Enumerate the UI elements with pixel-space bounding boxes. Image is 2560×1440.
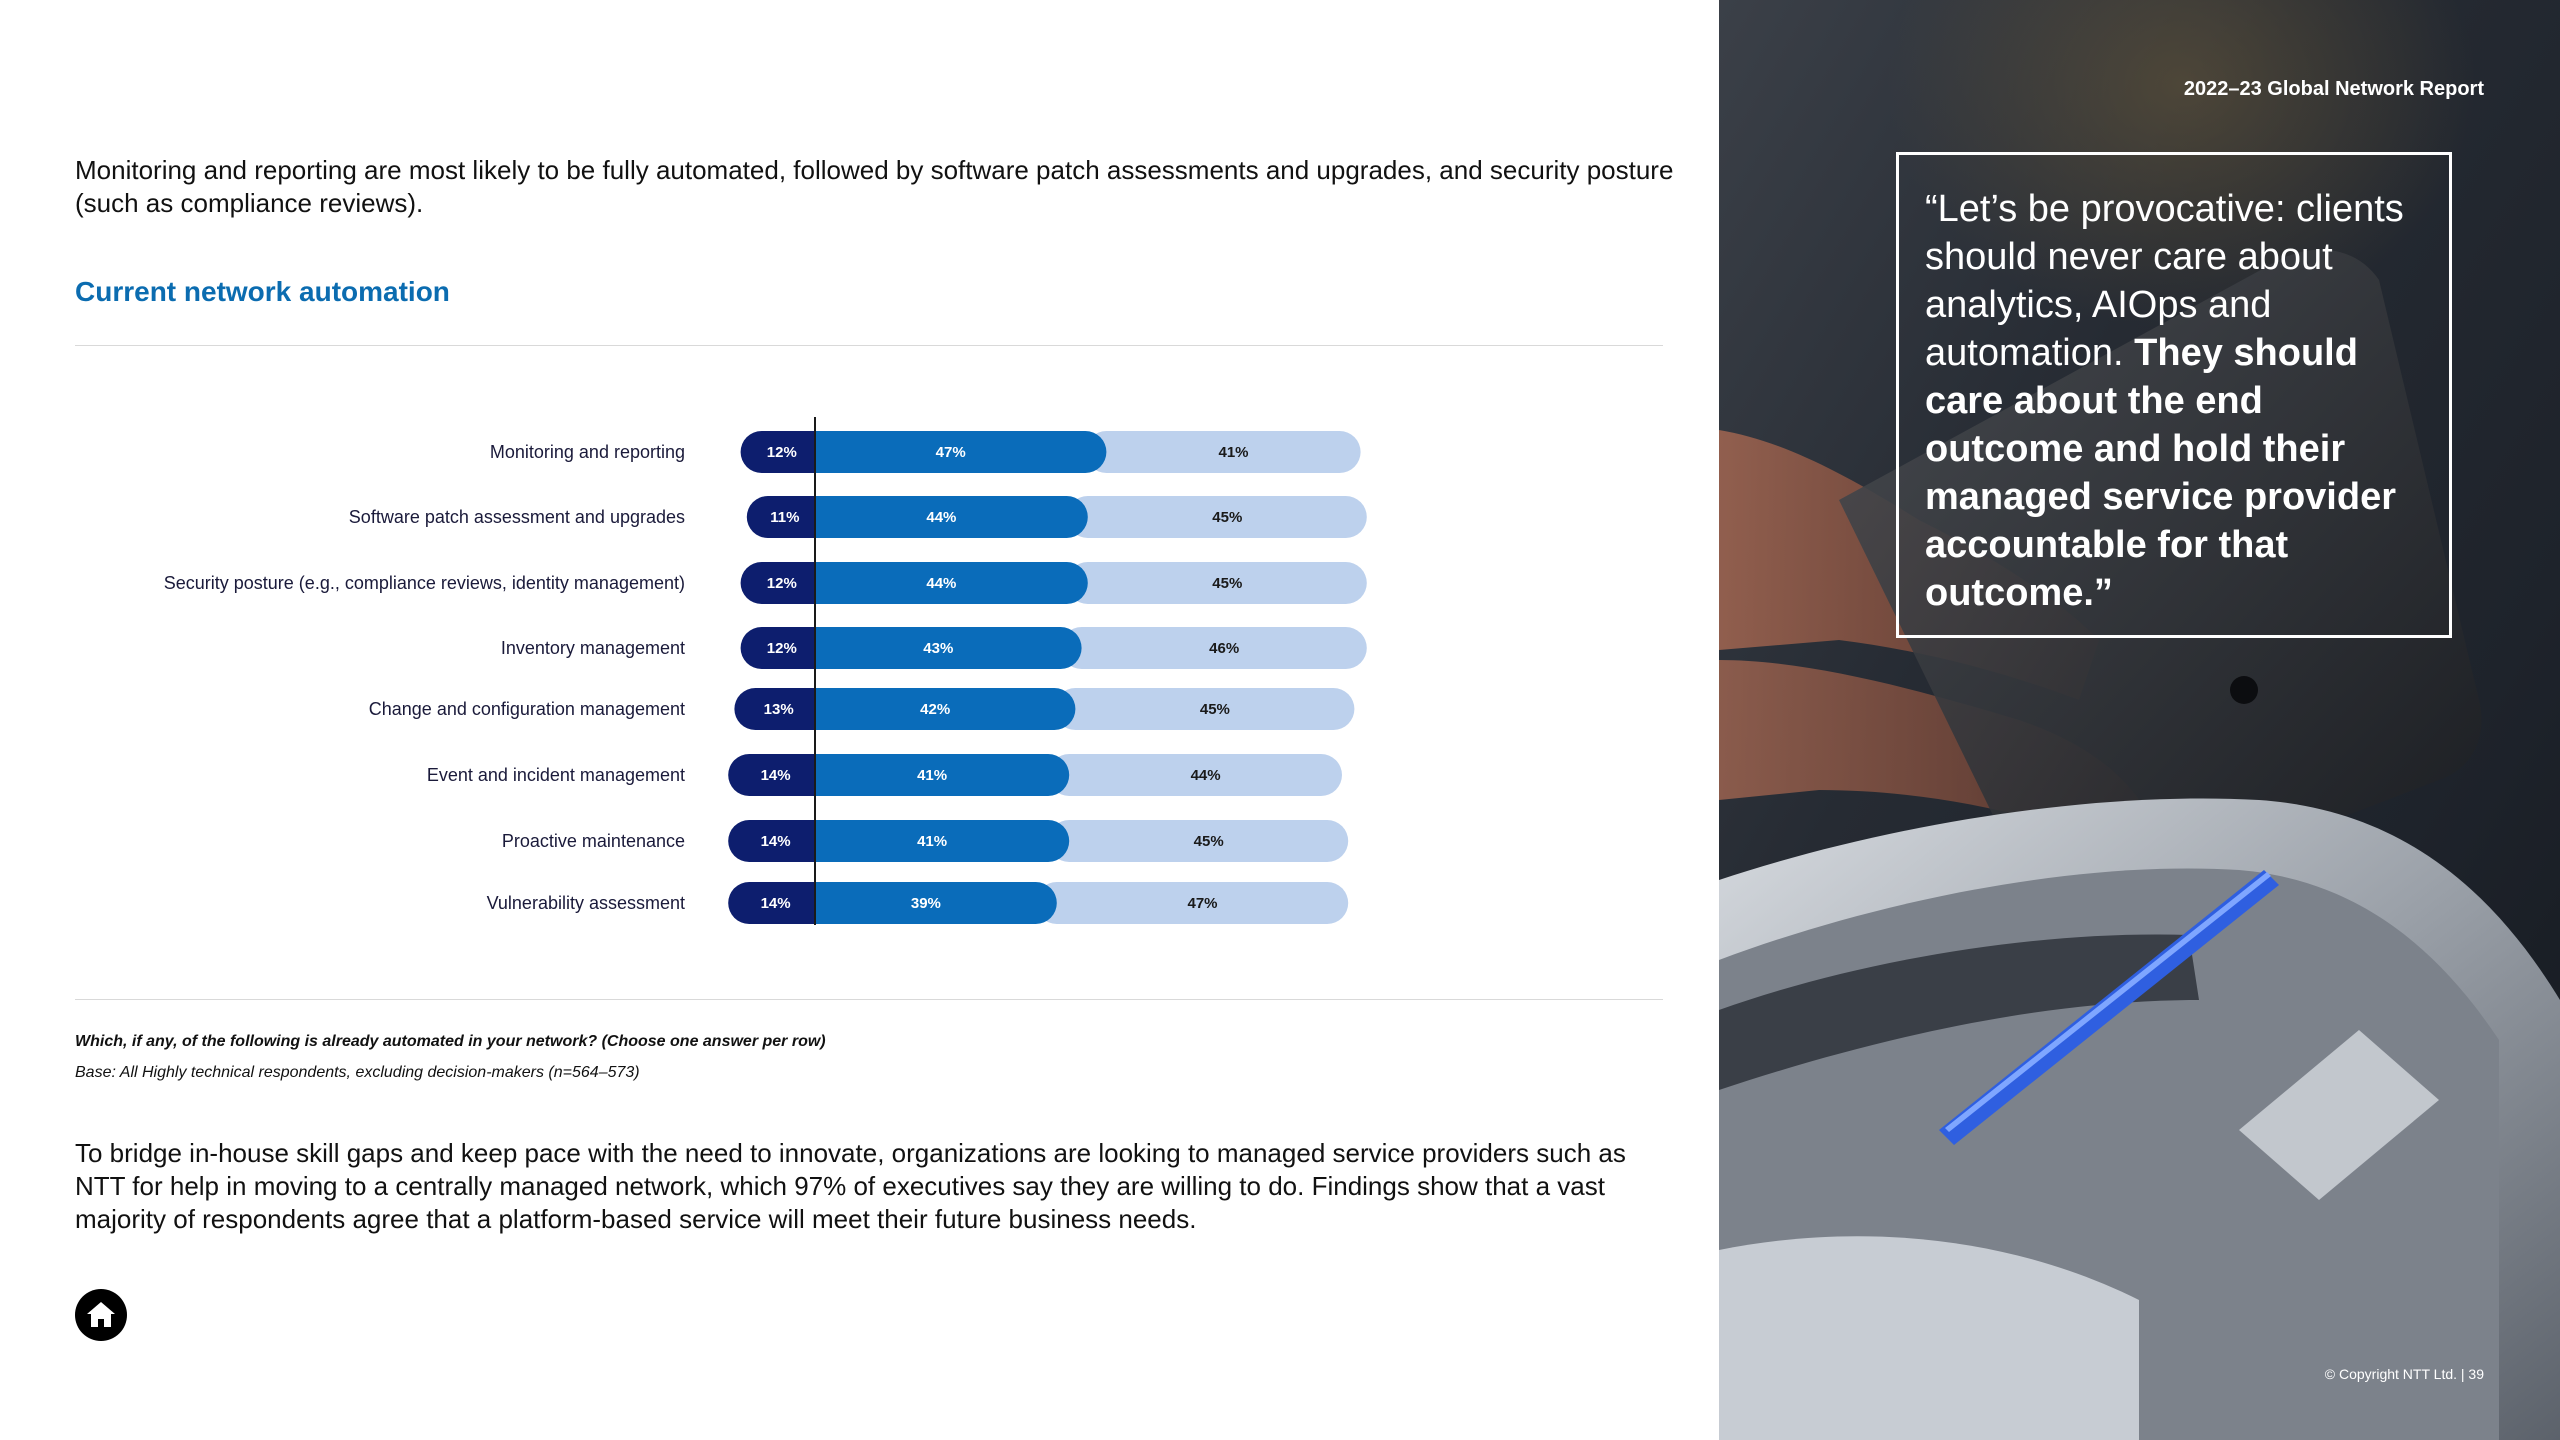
category-label: Change and configuration management: [369, 699, 685, 719]
bar-segment-2: [794, 496, 1088, 538]
value-label-segment-1: 12%: [767, 444, 797, 461]
bar-segment-3: [1035, 882, 1349, 924]
chart-divider-top: [75, 345, 1663, 346]
automation-bar-chart: Monitoring and reporting 12% 47% 41% Softwar…: [164, 417, 1367, 925]
category-label: Inventory management: [501, 638, 685, 658]
value-label-segment-3: 45%: [1200, 701, 1230, 718]
value-label-segment-1: 14%: [761, 833, 791, 850]
bar-segment-2: [794, 882, 1057, 924]
bar-segment-3: [1048, 820, 1349, 862]
bar-segment-2: [794, 688, 1076, 730]
bar-segment-3: [1066, 562, 1367, 604]
category-label: Software patch assessment and upgrades: [349, 507, 685, 527]
bar-segment-2: [794, 627, 1082, 669]
category-label: Monitoring and reporting: [490, 442, 685, 462]
quote-bold-text: They should care about the end outcome a…: [1925, 332, 2396, 614]
bar-segment-1: [746, 496, 815, 538]
value-label-segment-2: 44%: [926, 509, 956, 526]
bar-segment-2: [794, 431, 1107, 473]
value-label-segment-1: 11%: [770, 509, 799, 526]
category-label: Event and incident management: [427, 765, 685, 785]
value-label-segment-3: 44%: [1191, 767, 1221, 784]
value-label-segment-2: 42%: [920, 701, 950, 718]
bar-segment-1: [728, 820, 815, 862]
copyright: © Copyright NTT Ltd. | 39: [2324, 1366, 2484, 1382]
value-label-segment-3: 46%: [1209, 640, 1239, 657]
value-label-segment-2: 41%: [917, 833, 947, 850]
chart-title: Current network automation: [75, 276, 450, 307]
bar-segment-2: [794, 820, 1070, 862]
value-label-segment-3: 45%: [1212, 509, 1242, 526]
value-label-segment-3: 45%: [1212, 575, 1242, 592]
survey-question: Which, if any, of the following is alrea…: [75, 1033, 826, 1050]
intro-paragraph: Monitoring and reporting are most likely…: [75, 155, 1674, 218]
bar-segment-3: [1060, 627, 1367, 669]
body-paragraph: To bridge in-house skill gaps and keep p…: [75, 1138, 1626, 1234]
bar-segment-2: [794, 562, 1088, 604]
bar-segment-1: [740, 431, 815, 473]
bar-segment-3: [1066, 496, 1367, 538]
value-label-segment-2: 41%: [917, 767, 947, 784]
bar-segment-1: [728, 882, 815, 924]
value-label-segment-2: 39%: [911, 895, 941, 912]
value-label-segment-1: 12%: [767, 575, 797, 592]
value-label-segment-2: 44%: [926, 575, 956, 592]
value-label-segment-3: 41%: [1218, 444, 1248, 461]
bar-segment-1: [734, 688, 815, 730]
background-photo: [1719, 0, 2560, 1440]
home-icon: [87, 1302, 115, 1327]
value-label-segment-2: 47%: [936, 444, 966, 461]
bar-segment-3: [1085, 431, 1361, 473]
bar-segment-1: [740, 562, 815, 604]
value-label-segment-3: 47%: [1187, 895, 1217, 912]
bar-segment-1: [740, 627, 815, 669]
value-label-segment-3: 45%: [1194, 833, 1224, 850]
quote-light-text: “Let’s be provocative: clients should ne…: [1925, 188, 2404, 374]
value-label-segment-1: 14%: [761, 767, 791, 784]
value-label-segment-1: 14%: [761, 895, 791, 912]
category-label: Proactive maintenance: [502, 831, 685, 851]
value-label-segment-1: 13%: [764, 701, 794, 718]
report-title: 2022–23 Global Network Report: [2183, 78, 2484, 100]
bar-segment-3: [1054, 688, 1355, 730]
bar-segment-3: [1048, 754, 1342, 796]
pull-quote: “Let’s be provocative: clients should ne…: [1896, 152, 2452, 638]
chart-divider-bottom: [75, 999, 1663, 1000]
category-label: Security posture (e.g., compliance revie…: [164, 573, 685, 593]
survey-base: Base: All Highly technical respondents, …: [75, 1064, 640, 1081]
category-label: Vulnerability assessment: [487, 893, 685, 913]
value-label-segment-2: 43%: [923, 640, 953, 657]
home-button[interactable]: [75, 1289, 127, 1341]
bar-segment-2: [794, 754, 1070, 796]
bar-segment-1: [728, 754, 815, 796]
value-label-segment-1: 12%: [767, 640, 797, 657]
photo-panel: 2022–23 Global Network Report “Let’s be …: [1719, 0, 2560, 1440]
